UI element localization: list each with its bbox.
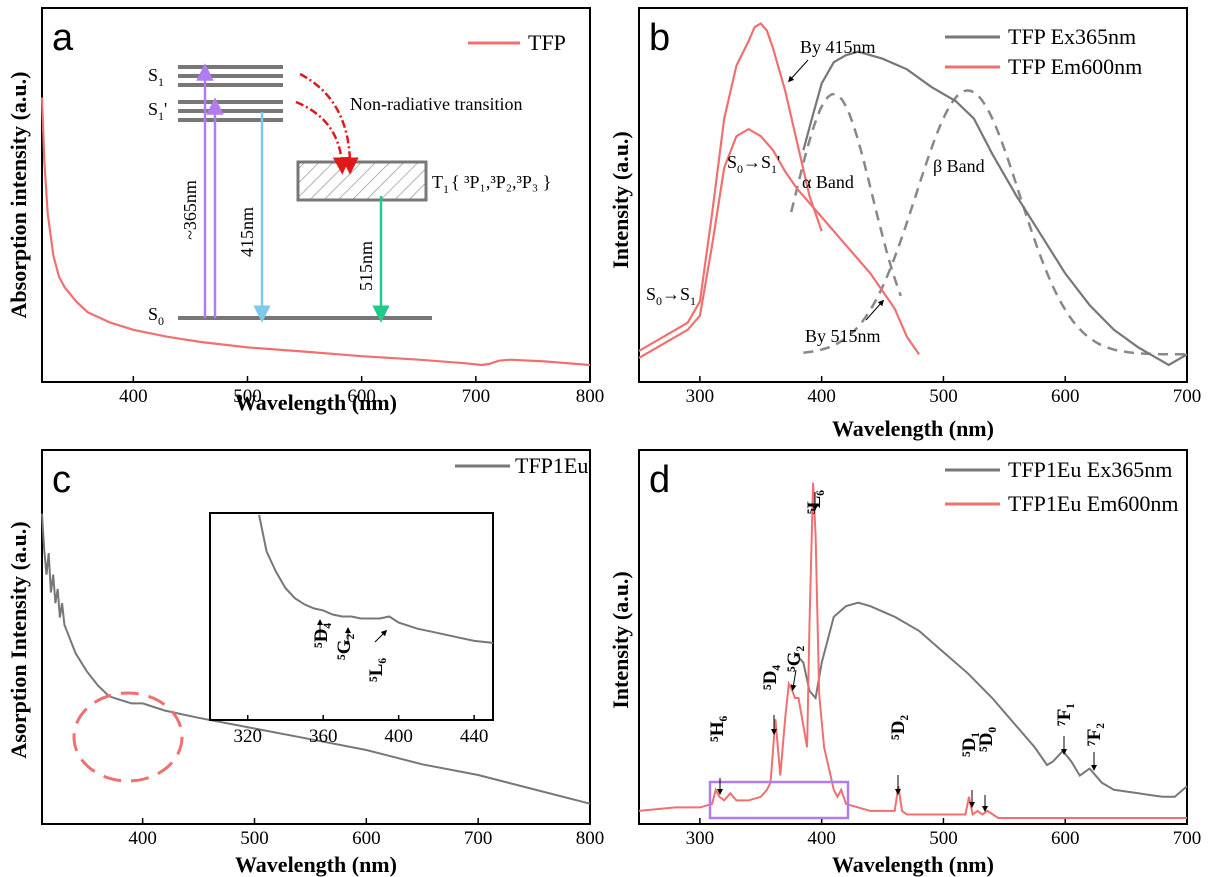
panel-b-xtick-label: 600 [1051, 386, 1080, 407]
panel-b-legend-ex: TFP Ex365nm [1008, 24, 1136, 49]
panel-b-xlabel: Wavelength (nm) [832, 416, 994, 441]
d-5d4-label: ⁵D₄ [760, 665, 781, 690]
panel-a-ylabel: Absorption intensity (a.u.) [6, 72, 31, 319]
panel-a-series-tfp [40, 97, 591, 367]
panel-b-beta-band [803, 89, 1187, 356]
panel-c-legend-text: TFP1Eu [515, 453, 588, 478]
panel-b-xtick-label: 300 [686, 386, 715, 407]
s0-s1p-label: S0→S1' [727, 152, 780, 176]
highlight-box [708, 780, 850, 820]
d-7f2-label: ⁷F₂ [1084, 723, 1105, 746]
panel-d-xtick-label: 700 [1173, 828, 1202, 849]
panel-d-label: d [649, 459, 670, 501]
panel-a-frame [41, 7, 591, 383]
panel-d-legend-em: TFP1Eu Em600nm [1008, 491, 1179, 516]
inset-xtick-label: 360 [309, 726, 338, 747]
by415-arrow [787, 59, 809, 83]
panel-b-series-em415 [638, 22, 823, 352]
panel-a-xtick-label: 600 [347, 386, 376, 407]
panel-a: 400 500 600 700 800 a Wavelength (nm) Absorp… [6, 7, 605, 415]
panel-c: 400 500 600 700 800 c Wavelength (nm) Asorpt… [6, 449, 605, 877]
em515-label: 515nm [356, 241, 376, 291]
panel-a-legend-text: TFP [528, 30, 566, 55]
by515-label: By 515nm [805, 326, 881, 346]
s0-s1-label: S0→S1 [646, 284, 696, 308]
highlight-circle [72, 691, 184, 783]
panel-c-ylabel: Asorption Intensity (a.u.) [6, 521, 31, 758]
inset-series [258, 514, 494, 644]
panel-d-xtick-label: 600 [1051, 828, 1080, 849]
panel-a-xtick-label: 400 [119, 386, 148, 407]
panel-c-xtick-label: 500 [240, 828, 269, 849]
d-5g2-arrow [790, 669, 797, 691]
panel-c-xtick-label: 400 [128, 828, 157, 849]
panel-a-label: a [52, 17, 74, 59]
s1p-label: S1' [148, 99, 167, 123]
panel-b-series-em515 [638, 127, 921, 359]
panel-d-frame [638, 449, 1188, 825]
d-5d1-label: ⁵D₁ [959, 732, 980, 757]
nonradiative-label: Non-radiative transition [350, 94, 522, 114]
panel-d-xlabel: Wavelength (nm) [832, 852, 994, 877]
panel-c-xlabel: Wavelength (nm) [235, 852, 397, 877]
s0-label: S0 [148, 304, 164, 328]
nonrad-arrow-s1 [299, 72, 359, 175]
ex365-label: ~365nm [180, 180, 200, 240]
panel-c-xtick-label: 600 [352, 828, 381, 849]
panel-d-xtick-label: 500 [929, 828, 958, 849]
panel-b-xtick-label: 500 [929, 386, 958, 407]
panel-a-xtick-label: 800 [576, 386, 605, 407]
panel-d-legend-ex: TFP1Eu Ex365nm [1008, 457, 1172, 482]
panel-d-series-ex365 [796, 601, 1188, 798]
d-5g2-label: ⁵G₂ [784, 646, 805, 672]
inset-xtick-label: 400 [384, 726, 413, 747]
t1-level-box [296, 160, 428, 202]
panel-b-legend-em: TFP Em600nm [1008, 54, 1142, 79]
panel-d-ylabel: Intensity (a.u.) [608, 571, 633, 709]
panel-a-xtick-label: 700 [462, 386, 491, 407]
panel-b-label: b [649, 17, 670, 59]
panel-a-xlabel: Wavelength (nm) [235, 390, 397, 415]
s1-label: S1 [148, 65, 164, 89]
panel-c-xtick-label: 700 [464, 828, 493, 849]
energy-level-diagram: S1 S1' S0 Non-radiative transition T1{ ³… [148, 63, 551, 328]
panel-b-ylabel: Intensity (a.u.) [608, 131, 633, 269]
panel-d-annotations: ⁵L₆ ⁵D₄ ⁵G₂ ⁵H₆ ⁵D₂ ⁵D₁ ⁵D₀ ⁷F₁ ⁷F₂ [707, 490, 1105, 812]
panel-b-xtick-label: 700 [1173, 386, 1202, 407]
em415-label: 415nm [237, 207, 257, 257]
panel-c-xtick-label: 800 [576, 828, 605, 849]
panel-b-alpha-band [789, 92, 902, 297]
panel-c-series-tfp1eu [41, 513, 591, 805]
panel-d: 300 400 500 600 700 d Wavelength (nm) Intens… [608, 449, 1202, 877]
inset-5g2-label: ⁵G₂ [334, 634, 355, 660]
panel-a-xtick-label: 500 [233, 386, 262, 407]
panel-d-xtick-label: 400 [807, 828, 836, 849]
beta-band-label: β Band [933, 156, 985, 176]
panel-d-series-em600 [638, 482, 1187, 819]
inset-5l6-label: ⁵L₆ [366, 658, 387, 682]
inset-xtick-label: 440 [460, 726, 489, 747]
nonrad-arrow-s1p [295, 100, 351, 175]
panel-b-xtick-label: 400 [807, 386, 836, 407]
inset-annotations: ⁵D₄ ⁵G₂ ⁵L₆ [311, 619, 388, 682]
panel-c-label: c [52, 459, 71, 501]
t1-label: T1{ ³P₁,³P₂,³P₃ } [432, 172, 551, 196]
inset-xtick-label: 320 [233, 726, 262, 747]
inset-5d4-label: ⁵D₄ [311, 623, 332, 648]
panel-d-xtick-label: 300 [686, 828, 715, 849]
panel-b-frame [638, 7, 1188, 383]
panel-c-frame [41, 449, 591, 825]
by515-arrow [865, 299, 884, 321]
d-5d0-label: ⁵D₀ [976, 727, 997, 752]
d-5d2-label: ⁵D₂ [888, 715, 909, 740]
panel-b-series-ex365 [802, 50, 1188, 367]
by415-label: By 415nm [800, 37, 876, 57]
panel-b: 300 400 500 600 700 b Wavelength (nm) Intens… [608, 7, 1202, 441]
inset-5l6-arrow [374, 629, 388, 643]
d-7f1-label: ⁷F₁ [1054, 703, 1075, 726]
d-5h6-label: ⁵H₆ [707, 716, 728, 742]
alpha-band-label: α Band [802, 172, 854, 192]
